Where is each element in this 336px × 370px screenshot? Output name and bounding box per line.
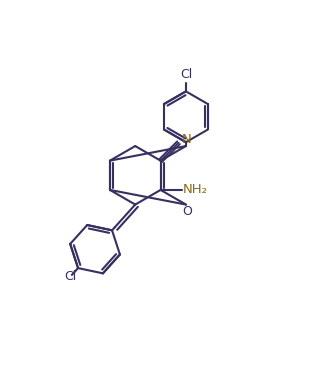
Text: Cl: Cl (180, 68, 192, 81)
Text: NH₂: NH₂ (183, 184, 208, 196)
Text: Cl: Cl (65, 270, 77, 283)
Text: N: N (182, 133, 192, 146)
Text: O: O (182, 205, 193, 218)
